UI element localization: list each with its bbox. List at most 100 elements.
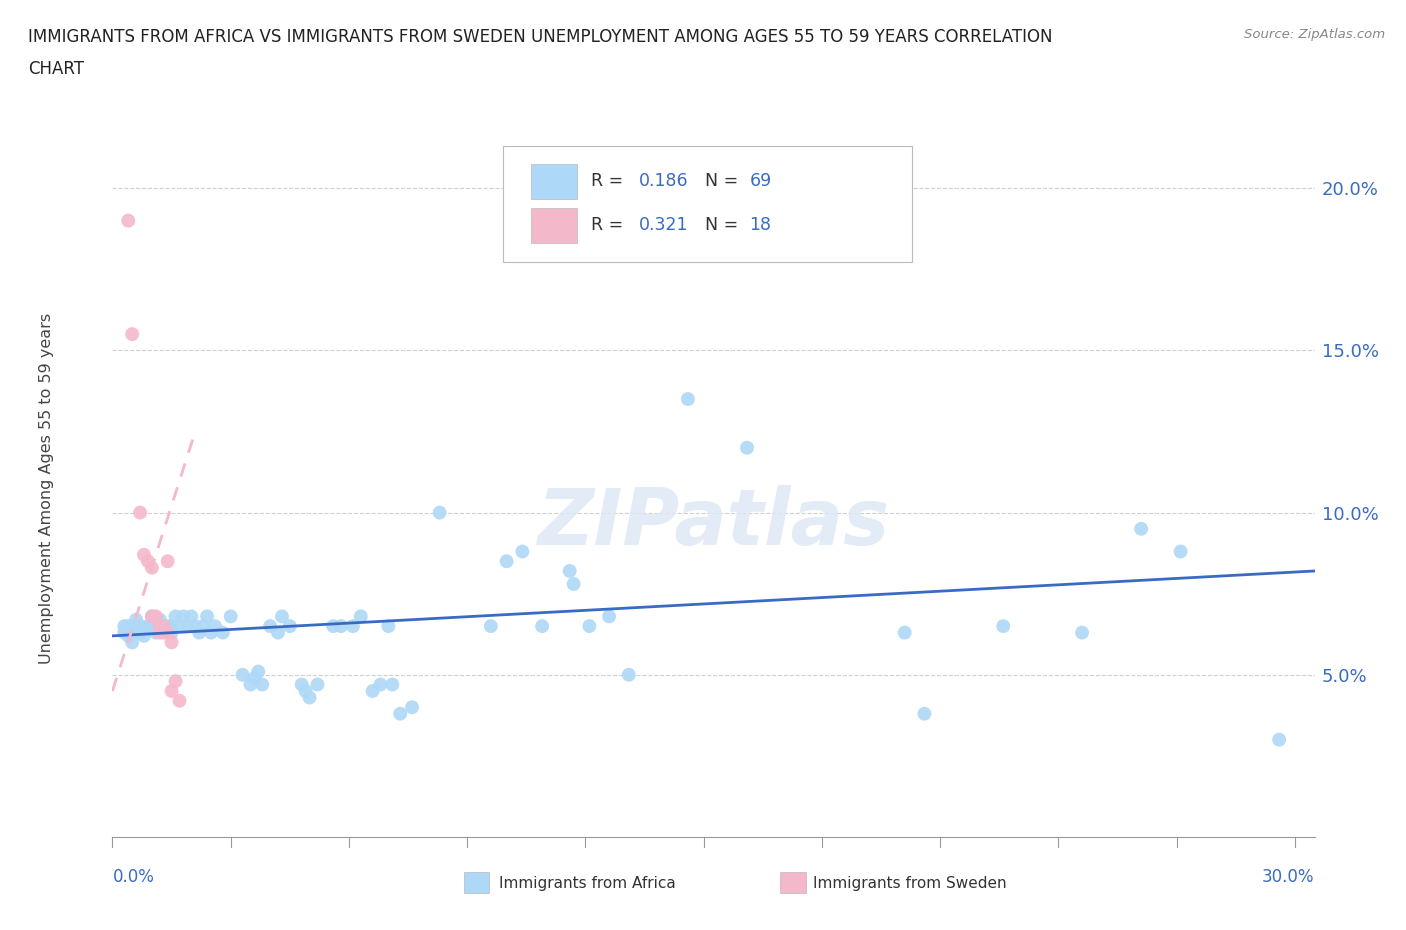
Point (172, 609, 194, 624)
Point (176, 618, 198, 633)
Point (267, 625, 290, 640)
Point (578, 618, 600, 633)
Point (401, 699, 423, 714)
Point (259, 618, 281, 633)
Point (184, 618, 207, 633)
Text: CHART: CHART (28, 60, 84, 78)
Point (129, 618, 152, 633)
Point (204, 618, 226, 633)
FancyBboxPatch shape (531, 208, 576, 243)
Point (136, 553, 159, 568)
Point (377, 618, 399, 633)
Text: 30.0%: 30.0% (1263, 869, 1315, 886)
Point (149, 618, 172, 633)
Point (165, 674, 187, 689)
Point (598, 609, 620, 624)
Point (165, 609, 187, 624)
Point (117, 618, 139, 633)
Point (121, 326, 143, 341)
Point (121, 618, 143, 633)
Point (117, 629, 139, 644)
Text: IMMIGRANTS FROM AFRICA VS IMMIGRANTS FROM SWEDEN UNEMPLOYMENT AMONG AGES 55 TO 5: IMMIGRANTS FROM AFRICA VS IMMIGRANTS FRO… (28, 28, 1053, 46)
Point (156, 625, 179, 640)
Point (156, 553, 179, 568)
Point (188, 625, 211, 640)
Point (149, 612, 172, 627)
FancyBboxPatch shape (531, 164, 576, 199)
Point (141, 560, 163, 575)
Point (617, 668, 640, 683)
Point (307, 677, 329, 692)
Text: R =: R = (591, 172, 628, 191)
Point (912, 706, 935, 721)
Point (191, 618, 214, 633)
Point (243, 671, 266, 685)
Point (141, 618, 163, 633)
Point (676, 392, 699, 406)
Point (152, 625, 174, 640)
Point (993, 618, 1015, 633)
Point (141, 609, 163, 624)
Point (160, 625, 183, 640)
Point (152, 618, 174, 633)
Point (381, 677, 404, 692)
Point (129, 625, 152, 640)
Point (219, 609, 242, 624)
Text: 18: 18 (749, 217, 772, 234)
Point (247, 664, 270, 679)
Text: Immigrants from Sweden: Immigrants from Sweden (813, 876, 1007, 891)
Point (735, 440, 758, 455)
Point (389, 706, 412, 721)
Point (1268, 732, 1291, 747)
Point (361, 684, 384, 698)
Text: 0.186: 0.186 (638, 172, 689, 191)
Point (271, 609, 294, 624)
Point (252, 677, 274, 692)
Point (160, 618, 183, 633)
Point (132, 629, 155, 644)
Text: 0.321: 0.321 (638, 217, 689, 234)
Point (156, 618, 179, 633)
Point (145, 625, 167, 640)
Text: Source: ZipAtlas.com: Source: ZipAtlas.com (1244, 28, 1385, 41)
Point (893, 625, 915, 640)
Point (370, 677, 392, 692)
Text: N =: N = (706, 217, 744, 234)
Point (294, 684, 316, 698)
Point (350, 609, 373, 624)
Point (145, 609, 167, 624)
Point (531, 618, 554, 633)
Text: ZIPatlas: ZIPatlas (537, 485, 890, 561)
Point (169, 693, 191, 708)
Point (160, 635, 183, 650)
FancyBboxPatch shape (503, 147, 912, 261)
Point (169, 618, 191, 633)
Point (141, 609, 163, 624)
Point (121, 635, 143, 650)
Point (152, 618, 174, 633)
Point (298, 690, 321, 705)
Point (562, 577, 585, 591)
Point (112, 625, 135, 640)
Point (512, 544, 534, 559)
Point (125, 612, 148, 627)
Point (136, 618, 159, 633)
Text: N =: N = (706, 172, 744, 191)
Point (160, 684, 183, 698)
Text: 69: 69 (749, 172, 772, 191)
Point (1170, 544, 1192, 559)
Point (180, 609, 202, 624)
Point (429, 505, 451, 520)
Text: Unemployment Among Ages 55 to 59 years: Unemployment Among Ages 55 to 59 years (39, 312, 53, 664)
Point (195, 609, 218, 624)
Point (330, 618, 353, 633)
Point (200, 625, 222, 640)
Text: R =: R = (591, 217, 628, 234)
Point (278, 618, 301, 633)
Point (322, 618, 344, 633)
Point (232, 668, 254, 683)
Point (479, 618, 502, 633)
Point (495, 553, 517, 568)
Point (558, 564, 581, 578)
Point (342, 618, 364, 633)
